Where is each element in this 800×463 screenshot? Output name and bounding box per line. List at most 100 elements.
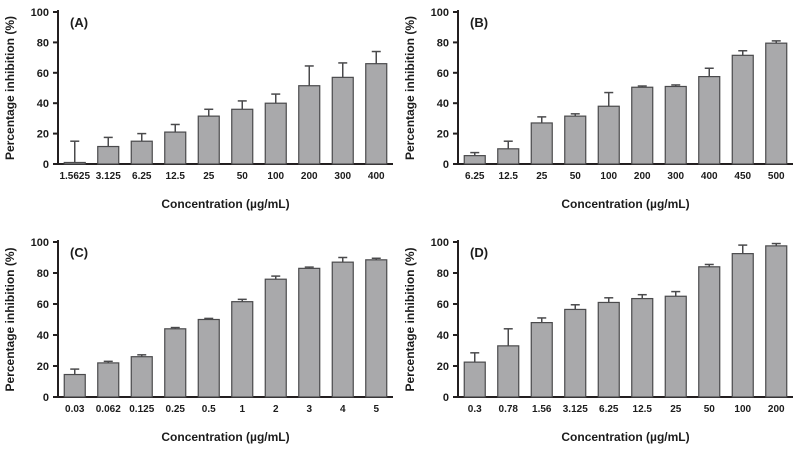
bar <box>664 85 687 165</box>
y-tick-label: 0 <box>43 159 49 171</box>
x-tick-label: 12.5 <box>166 171 186 182</box>
bar <box>564 308 587 398</box>
x-tick-label: 4 <box>340 404 346 415</box>
chart-panel-a: 0 20 40 60 80 100 1.5625 3.125 6.25 12.5 25 50 100 20… <box>0 0 400 230</box>
y-tick-label: 80 <box>37 268 49 280</box>
bar <box>298 85 321 165</box>
bar <box>731 54 754 165</box>
y-tick-label: 40 <box>37 330 49 342</box>
bar <box>231 108 254 165</box>
x-tick-label: 6.25 <box>132 171 152 182</box>
x-tick-label: 200 <box>768 404 785 415</box>
bar-chart-svg: 0 20 40 60 80 100 1.5625 3.125 6.25 12.5 25 50 100 20… <box>3 7 393 211</box>
bar <box>631 297 654 398</box>
bar <box>497 345 520 398</box>
bar-chart-svg: 0 20 40 60 80 100 0.03 0.062 0.125 0.25 0.5 1 2 3 4 5 (C… <box>3 237 393 444</box>
x-tick-label: 25 <box>203 171 215 182</box>
bar <box>298 267 321 398</box>
x-axis-title: Concentration (µg/mL) <box>161 197 289 211</box>
x-tick-label: 50 <box>570 171 582 182</box>
y-tick-label: 80 <box>37 37 49 49</box>
bar <box>765 245 788 398</box>
x-tick-label: 5 <box>373 404 379 415</box>
panel-letter: (D) <box>470 245 488 260</box>
y-tick-label: 60 <box>37 68 49 80</box>
bar <box>331 76 354 165</box>
bar <box>197 115 220 165</box>
y-tick-label: 100 <box>31 7 49 19</box>
bar <box>130 140 153 165</box>
x-tick-label: 400 <box>701 171 718 182</box>
x-tick-label: 200 <box>634 171 651 182</box>
bar <box>130 356 153 398</box>
y-tick-label: 0 <box>443 392 449 404</box>
y-tick-label: 20 <box>37 129 49 141</box>
bar <box>365 259 388 398</box>
x-tick-label: 25 <box>536 171 548 182</box>
x-tick-label: 100 <box>600 171 617 182</box>
y-tick-label: 100 <box>31 237 49 249</box>
x-tick-label: 12.5 <box>499 171 519 182</box>
chart-panel-b: 0 20 40 60 80 100 6.25 12.5 25 50 100 200 300 400 450 5… <box>400 0 800 230</box>
x-tick-label: 300 <box>667 171 684 182</box>
x-axis-title: Concentration (µg/mL) <box>561 197 689 211</box>
x-tick-label: 3 <box>306 404 312 415</box>
y-tick-label: 0 <box>43 392 49 404</box>
bar <box>564 115 587 165</box>
x-tick-label: 2 <box>273 404 279 415</box>
y-tick-label: 0 <box>443 159 449 171</box>
chart-panel-c: 0 20 40 60 80 100 0.03 0.062 0.125 0.25 0.5 1 2 3 4 5 (C… <box>0 230 400 463</box>
bar <box>463 361 486 398</box>
bar <box>698 266 721 398</box>
x-tick-label: 1 <box>239 404 245 415</box>
bar <box>597 301 620 398</box>
bar <box>497 148 520 165</box>
x-tick-label: 100 <box>267 171 284 182</box>
x-tick-label: 0.5 <box>202 404 216 415</box>
y-tick-label: 100 <box>431 237 449 249</box>
bar <box>463 155 486 165</box>
bar <box>331 261 354 398</box>
x-tick-label: 6.25 <box>465 171 485 182</box>
x-tick-label: 6.25 <box>599 404 619 415</box>
y-axis-title: Percentage inhibition (%) <box>3 247 17 391</box>
x-tick-label: 3.125 <box>563 404 588 415</box>
x-tick-label: 200 <box>301 171 318 182</box>
y-tick-label: 80 <box>437 37 449 49</box>
x-tick-label: 1.56 <box>532 404 552 415</box>
bar <box>164 131 187 165</box>
bar <box>631 86 654 165</box>
bar <box>664 295 687 398</box>
bar <box>731 253 754 398</box>
x-tick-label: 25 <box>670 404 682 415</box>
x-tick-label: 0.25 <box>166 404 186 415</box>
chart-panel-d: 0 20 40 60 80 100 0.3 0.78 1.56 3.125 6.25 12.5 25 50… <box>400 230 800 463</box>
bar <box>63 373 86 398</box>
bar <box>597 105 620 165</box>
bar <box>530 122 553 165</box>
bar <box>698 75 721 165</box>
x-axis-title: Concentration (µg/mL) <box>161 430 289 444</box>
y-tick-label: 100 <box>431 7 449 19</box>
bar-chart-svg: 0 20 40 60 80 100 6.25 12.5 25 50 100 200 300 400 450 5… <box>403 7 793 211</box>
bar <box>63 161 86 165</box>
x-tick-label: 400 <box>368 171 385 182</box>
y-tick-label: 60 <box>37 299 49 311</box>
x-tick-label: 50 <box>704 404 716 415</box>
y-axis-title: Percentage inhibition (%) <box>403 247 417 391</box>
x-tick-label: 1.5625 <box>59 171 90 182</box>
x-axis-title: Concentration (µg/mL) <box>561 430 689 444</box>
bar <box>164 328 187 398</box>
bar <box>264 278 287 398</box>
x-tick-label: 0.125 <box>129 404 154 415</box>
y-tick-label: 80 <box>437 268 449 280</box>
x-tick-label: 500 <box>768 171 785 182</box>
x-tick-label: 0.03 <box>65 404 85 415</box>
y-tick-label: 60 <box>437 68 449 80</box>
bar <box>365 63 388 165</box>
bar-chart-svg: 0 20 40 60 80 100 0.3 0.78 1.56 3.125 6.25 12.5 25 50… <box>403 237 793 444</box>
bar <box>264 102 287 165</box>
y-axis-title: Percentage inhibition (%) <box>3 16 17 160</box>
bar <box>197 318 220 398</box>
